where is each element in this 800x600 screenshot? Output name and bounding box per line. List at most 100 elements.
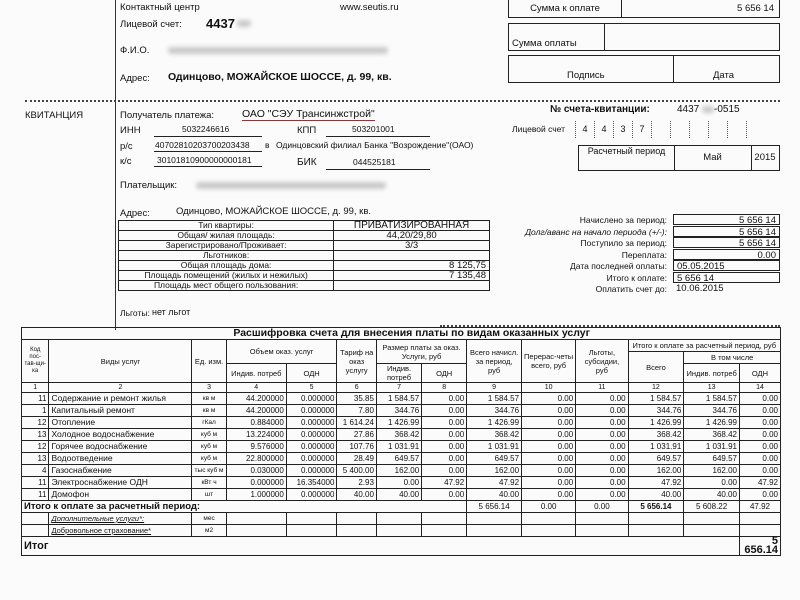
- cell: [225, 512, 287, 525]
- table-row: 1 Капитальный ремонт кв м 44.200000 0.000000…: [20, 404, 782, 417]
- info-label: Общая/ жилая площадь:: [117, 230, 335, 241]
- cell: 44.200000: [225, 392, 287, 405]
- cell: 0.00: [521, 440, 577, 453]
- grand-total-row: Итог 5 656.14: [21, 536, 782, 556]
- summary-label: Оплатить счет до:: [595, 284, 667, 294]
- cell: 0.00: [738, 416, 782, 429]
- extra-unit: м2: [191, 524, 227, 537]
- services-table: Расшифровка счета для внесения платы по …: [20, 327, 782, 556]
- cell: 11: [20, 392, 50, 405]
- cell: 107.76: [336, 440, 377, 453]
- header-indiv: Индив. потреб: [683, 363, 740, 383]
- address: Одинцово, МОЖАЙСКОЕ ШОССЕ, д. 99, кв.: [168, 71, 392, 83]
- extra-row: Дополнительные услуги*: мес: [20, 512, 782, 525]
- info-value: [333, 280, 490, 291]
- cell: [521, 512, 577, 525]
- totals-row: Итого к оплате за расчетный период: 5 656…: [20, 500, 782, 513]
- cell: 40.00: [683, 488, 740, 501]
- cell: 1 031.91: [627, 440, 685, 453]
- table-row: 11 Домофон шт 1.000000 0.000000 40.00 40.00 0.0…: [20, 488, 782, 501]
- summary-value: 5 656 14: [673, 225, 780, 238]
- cell: 162.00: [683, 464, 740, 477]
- cell: 0.000000: [285, 404, 338, 417]
- cell: Электроснабжение ОДН: [48, 476, 193, 489]
- cell: 1 426.99: [466, 416, 523, 429]
- info-label: Льготников:: [117, 250, 335, 261]
- cell: 40.00: [466, 488, 523, 501]
- cell: Холодное водоснабжение: [48, 428, 193, 441]
- signature-label: Подпись: [567, 70, 605, 81]
- extra-unit: мес: [191, 512, 227, 525]
- cell: 649.57: [627, 452, 685, 465]
- cell: 0.000000: [285, 488, 338, 501]
- info-row: Общая/ жилая площадь: 44,20/29,80: [117, 230, 490, 241]
- cell: 368.42: [627, 428, 685, 441]
- cell: кв м: [191, 392, 227, 405]
- cell: 344.76: [627, 404, 685, 417]
- total-cell: 5 608.22: [683, 500, 740, 513]
- cell: 44.200000: [225, 404, 287, 417]
- cell: 0.00: [521, 428, 577, 441]
- column-number: 3: [191, 382, 227, 393]
- cell: 1 031.91: [683, 440, 740, 453]
- summary-label: Поступило за период:: [580, 238, 667, 248]
- cell: [466, 512, 523, 525]
- cell: 1 426.99: [375, 416, 423, 429]
- header-odn: ОДН: [421, 363, 468, 383]
- info-row: Льготников:: [117, 250, 490, 261]
- cell: 368.42: [375, 428, 423, 441]
- header-service: Виды услуг: [48, 339, 193, 383]
- summary-label: Долг/аванс на начало периода (+/-):: [525, 226, 667, 237]
- cell: 368.42: [683, 428, 740, 441]
- column-number: 1: [20, 382, 50, 393]
- cell: 0.00: [421, 404, 468, 417]
- benefits: нет льгот: [152, 307, 191, 317]
- cell: 649.57: [683, 452, 740, 465]
- account-digit: 4: [594, 121, 613, 138]
- cell: 4: [20, 464, 50, 477]
- account-digit: 4: [575, 121, 594, 138]
- cell: [20, 524, 50, 537]
- cell: 0.00: [421, 392, 468, 405]
- amount-paid-box[interactable]: Сумма оплаты: [508, 23, 780, 51]
- cell: куб м: [191, 452, 227, 465]
- cell: 2.93: [336, 476, 377, 489]
- table-row: 12 Горячее водоснабжение куб м 9.576000 0.00…: [20, 440, 782, 453]
- amount-paid-label: Сумма оплаты: [512, 38, 577, 49]
- billing-period-box: Расчетный период Май 2015: [578, 145, 780, 171]
- cell: куб м: [191, 440, 227, 453]
- cell: Содержание и ремонт жилья: [48, 392, 193, 405]
- recipient-label: Получатель платежа:: [120, 110, 215, 121]
- cell: 1 031.91: [466, 440, 523, 453]
- cell: 47.92: [466, 476, 523, 489]
- info-value: 7 135,48: [333, 270, 490, 281]
- info-value: 3/3: [333, 240, 490, 251]
- header-row: Всего В том числе: [22, 351, 781, 383]
- cell: 0.00: [375, 476, 423, 489]
- info-label: Общая площадь дома:: [117, 260, 335, 271]
- table-title: Расшифровка счета для внесения платы по …: [21, 327, 781, 340]
- cell: [336, 512, 377, 525]
- cell: [375, 524, 423, 537]
- cell: 0.00: [738, 440, 782, 453]
- cell: [466, 524, 523, 537]
- cell: 0.00: [738, 428, 782, 441]
- cell: 0.00: [575, 404, 629, 417]
- payer-label: Плательщик:: [120, 180, 178, 191]
- extra-label: Добровольное страхование*: [48, 524, 193, 537]
- underline: [154, 151, 262, 152]
- info-row: Площадь мест общего пользования:: [117, 280, 490, 291]
- header-row: Код пос-тав-щи-ка Виды услуг Ед. изм. Объем…: [20, 339, 782, 383]
- cell: тыс куб м: [191, 464, 227, 477]
- summary-value: 05.05.2015: [673, 260, 780, 272]
- bik-label: БИК: [297, 157, 317, 168]
- table-row: 13 Холодное водоснабжение куб м 13.224000 0.…: [20, 428, 782, 441]
- header-benefits: Льготы, субсидии, руб: [575, 339, 629, 383]
- cell: 1: [20, 404, 50, 417]
- cell: Отопление: [48, 416, 193, 429]
- signature-date-box[interactable]: Подпись Дата: [508, 55, 780, 83]
- info-value: [333, 250, 490, 261]
- summary-label: Итого к оплате:: [606, 272, 667, 283]
- cell: 0.000000: [285, 464, 338, 477]
- cell: Капитальный ремонт: [48, 404, 193, 417]
